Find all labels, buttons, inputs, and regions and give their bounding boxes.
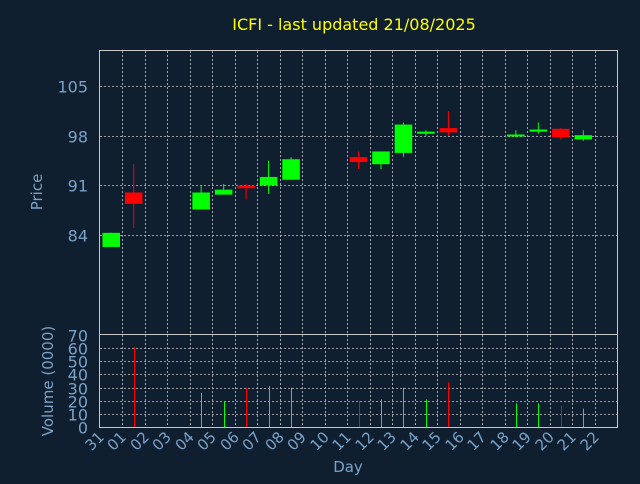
candle-body bbox=[417, 131, 435, 134]
candlestick-series bbox=[102, 111, 593, 247]
volume-tick-label: 30 bbox=[68, 380, 88, 399]
candle-body bbox=[349, 157, 368, 163]
candle-body bbox=[394, 124, 413, 153]
candle-body bbox=[102, 232, 121, 247]
price-tick-label: 84 bbox=[68, 227, 88, 246]
candle-body bbox=[439, 128, 458, 133]
candle-body bbox=[124, 192, 143, 204]
x-tick-label: 22 bbox=[577, 428, 603, 454]
price-tick-label: 105 bbox=[57, 78, 88, 97]
volume-tick-label: 50 bbox=[68, 353, 88, 372]
volume-tick-label: 0 bbox=[78, 419, 88, 438]
price-axis-label: Price bbox=[28, 174, 46, 211]
volume-tick-label: 10 bbox=[68, 406, 88, 425]
volume-tick-label: 70 bbox=[68, 327, 88, 346]
candle-body bbox=[192, 192, 210, 210]
candle-body bbox=[214, 189, 233, 195]
candle-body bbox=[552, 128, 570, 138]
candle-body bbox=[372, 151, 390, 165]
price-plot-frame bbox=[99, 50, 618, 335]
chart-title: ICFI - last updated 21/08/2025 bbox=[232, 15, 476, 34]
price-y-axis: 84 91 98 105 bbox=[57, 78, 88, 246]
volume-plot-frame bbox=[99, 334, 618, 428]
candle-body bbox=[529, 129, 548, 132]
volume-tick-label: 40 bbox=[68, 366, 88, 385]
candle-body bbox=[237, 185, 255, 189]
price-tick-label: 91 bbox=[68, 177, 88, 196]
grid-lines bbox=[100, 51, 617, 427]
price-tick-label: 98 bbox=[68, 128, 88, 147]
volume-axis-label: Volume (0000) bbox=[39, 326, 57, 436]
candle-body bbox=[574, 135, 593, 140]
x-axis: 3101020304050607080910111213141516171819… bbox=[82, 428, 603, 454]
candle-body bbox=[282, 159, 300, 180]
volume-bars bbox=[134, 346, 584, 427]
x-axis-label: Day bbox=[333, 458, 363, 476]
volume-tick-label: 20 bbox=[68, 393, 88, 412]
candle-body bbox=[259, 176, 278, 186]
candle-body bbox=[507, 134, 525, 137]
volume-tick-label: 60 bbox=[68, 340, 88, 359]
